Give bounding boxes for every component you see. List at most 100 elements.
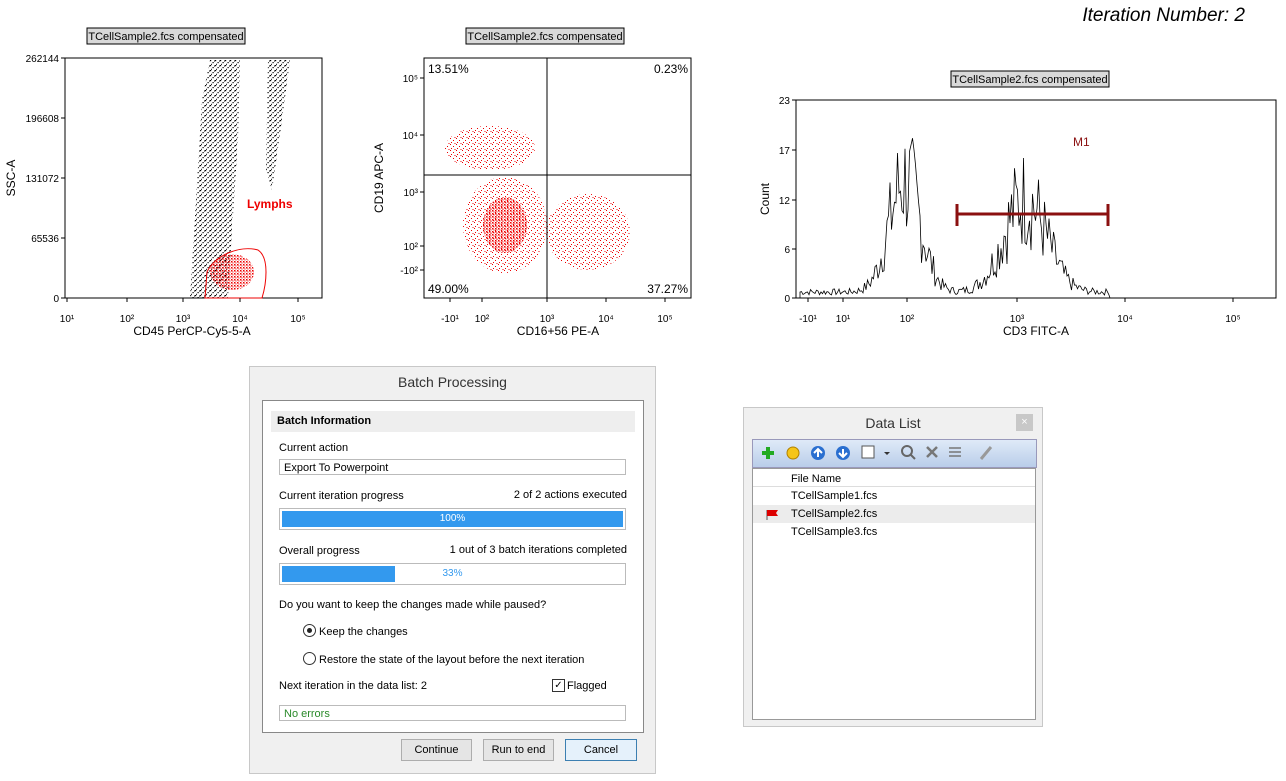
x-tick-label: 10² bbox=[475, 314, 490, 325]
x-tick-label: 10⁵ bbox=[290, 314, 305, 325]
plot-tag-box bbox=[950, 70, 1110, 88]
label: Current iteration progress bbox=[279, 490, 404, 502]
quadrant-label: 13.51% bbox=[428, 62, 469, 76]
quadrant-label: 0.23% bbox=[654, 62, 688, 76]
status: 2 of 2 actions executed bbox=[513, 489, 627, 501]
gate bbox=[204, 248, 267, 299]
x-axis-label: CD45 PerCP-Cy5-5-A bbox=[133, 324, 250, 338]
x-tick-label: 10⁴ bbox=[598, 314, 613, 325]
x-axis-label: CD3 FITC-A bbox=[1003, 324, 1069, 338]
x-tick-label: 10¹ bbox=[836, 314, 851, 325]
toolbar-icons bbox=[762, 445, 993, 460]
plot-tag-box bbox=[465, 27, 625, 45]
plot-tag: TCellSample2.fcs compensated bbox=[467, 31, 622, 43]
x-tick-label: 10¹ bbox=[60, 314, 75, 325]
x-tick-label: -10¹ bbox=[441, 314, 459, 325]
file-row[interactable]: TCellSample1.fcs bbox=[791, 490, 878, 502]
section-header: Batch Information bbox=[271, 411, 635, 432]
y-axis-label: Count bbox=[758, 182, 772, 215]
dot-cloud bbox=[483, 197, 527, 253]
option[interactable]: Keep the changes bbox=[319, 626, 408, 638]
progress-label: 100% bbox=[439, 513, 466, 524]
continue-button[interactable]: Continue bbox=[401, 739, 472, 761]
dialog-title: Batch Processing bbox=[398, 374, 507, 390]
marker-label: M1 bbox=[1073, 135, 1090, 149]
delete-icon[interactable] bbox=[926, 446, 938, 458]
plots: Iteration Number: 2 Lymphs 13.51% 0.23% … bbox=[4, 5, 1277, 338]
checkbox-label[interactable]: Flagged bbox=[567, 680, 607, 692]
cancel-button[interactable]: Cancel bbox=[565, 739, 637, 761]
plot-frame bbox=[423, 57, 692, 299]
dot-cloud bbox=[546, 194, 630, 270]
gated-cloud bbox=[210, 254, 254, 290]
y-tick-label: 10⁵ bbox=[403, 74, 418, 85]
edit-icon[interactable] bbox=[979, 446, 993, 460]
flag-icon bbox=[766, 510, 778, 520]
dot-cloud bbox=[266, 60, 290, 190]
gate-label: Lymphs bbox=[247, 197, 293, 211]
y-tick-label: -10² bbox=[400, 266, 418, 277]
y-tick-label: 17 bbox=[779, 146, 791, 157]
y-tick-label: 10² bbox=[404, 242, 419, 253]
toolbar bbox=[752, 439, 1037, 468]
progress-label: 33% bbox=[442, 568, 463, 579]
file-row[interactable]: TCellSample2.fcs bbox=[791, 508, 878, 520]
progress-bar: 33% bbox=[279, 563, 626, 585]
y-tick-label: 12 bbox=[779, 196, 791, 207]
radio[interactable] bbox=[303, 624, 316, 637]
list-icon[interactable] bbox=[949, 447, 961, 457]
batch-dialog: Batch Processing Batch Information Curre… bbox=[249, 366, 656, 774]
file-row[interactable]: TCellSample3.fcs bbox=[791, 526, 878, 538]
export-icon[interactable] bbox=[861, 445, 875, 459]
progress-bar: 100% bbox=[279, 508, 626, 530]
y-tick-label: 10³ bbox=[404, 188, 419, 199]
y-tick-label: 0 bbox=[53, 294, 59, 305]
plot-frame bbox=[795, 99, 1277, 299]
y-tick-label: 10⁴ bbox=[403, 131, 418, 142]
histogram bbox=[799, 138, 1111, 299]
column-header: File Name bbox=[791, 473, 842, 485]
x-tick-label: 10⁴ bbox=[232, 314, 247, 325]
status: 1 out of 3 batch iterations completed bbox=[449, 544, 627, 556]
x-tick-label: 10³ bbox=[176, 314, 191, 325]
dot-cloud bbox=[445, 126, 535, 170]
plot-tag: TCellSample2.fcs compensated bbox=[952, 74, 1107, 86]
data-list-window: Data List × File Name TCellSample1.fcs T… bbox=[743, 407, 1043, 727]
settings-icon[interactable] bbox=[786, 446, 800, 460]
y-tick-label: 196608 bbox=[26, 114, 60, 125]
y-tick-label: 262144 bbox=[26, 54, 60, 65]
progress-fill bbox=[282, 566, 395, 582]
progress-fill bbox=[282, 511, 623, 527]
close-button[interactable]: × bbox=[1016, 414, 1033, 431]
dot-cloud bbox=[190, 60, 240, 298]
y-tick-label: 0 bbox=[784, 294, 790, 305]
window-title: Data List bbox=[865, 415, 921, 431]
x-tick-label: 10² bbox=[120, 314, 135, 325]
plot-tag: TCellSample2.fcs compensated bbox=[88, 31, 243, 43]
add-icon[interactable] bbox=[762, 447, 774, 459]
iteration-number: Iteration Number: 2 bbox=[1082, 5, 1245, 26]
y-tick-label: 131072 bbox=[26, 174, 60, 185]
y-tick-label: 65536 bbox=[31, 234, 59, 245]
radio[interactable] bbox=[303, 652, 316, 665]
x-tick-label: -10¹ bbox=[799, 314, 817, 325]
panel: Batch Information Current action Export … bbox=[262, 400, 644, 733]
y-axis-label: SSC-A bbox=[4, 160, 18, 197]
x-tick-label: 10⁵ bbox=[657, 314, 672, 325]
x-tick-label: 10³ bbox=[540, 314, 555, 325]
x-axis-label: CD16+56 PE-A bbox=[517, 324, 599, 338]
label: Next iteration in the data list: 2 bbox=[279, 680, 427, 692]
error-field: No errors bbox=[279, 705, 626, 721]
question: Do you want to keep the changes made whi… bbox=[279, 599, 547, 611]
selected-row[interactable] bbox=[753, 505, 1035, 523]
y-tick-label: 6 bbox=[784, 245, 790, 256]
y-tick-label: 23 bbox=[779, 96, 791, 107]
quadrant-label: 49.00% bbox=[428, 282, 469, 296]
checkbox[interactable]: ✓ bbox=[552, 679, 565, 692]
search-icon[interactable] bbox=[901, 445, 913, 457]
run-button[interactable]: Run to end bbox=[483, 739, 554, 761]
current-action-field: Export To Powerpoint bbox=[279, 459, 626, 475]
option[interactable]: Restore the state of the layout before t… bbox=[319, 654, 585, 666]
x-tick-label: 10³ bbox=[1010, 314, 1025, 325]
